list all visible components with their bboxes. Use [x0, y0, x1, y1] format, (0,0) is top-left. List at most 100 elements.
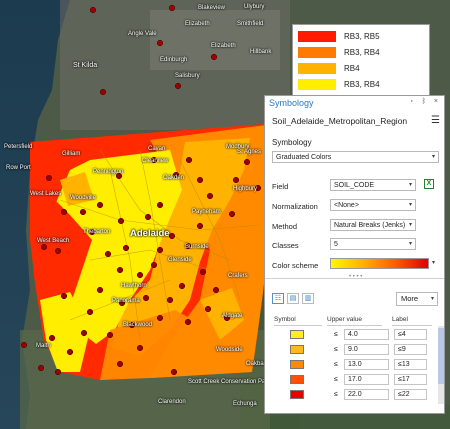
sample-point	[89, 6, 97, 14]
label-cell[interactable]: ≤22	[394, 389, 427, 400]
column-header-label[interactable]: Label	[392, 314, 432, 326]
urban-texture	[150, 10, 280, 70]
sample-point	[136, 344, 144, 352]
place-label: Ulybury	[244, 4, 265, 10]
sample-point	[20, 341, 28, 349]
legend-item: RB3, RB4	[298, 44, 424, 60]
place-label: S. Agnes	[237, 149, 262, 155]
pane-title: Symbology	[269, 98, 314, 108]
method-label: Method	[272, 222, 298, 231]
class-symbol-swatch[interactable]	[290, 360, 304, 369]
symbology-method-dropdown[interactable]: Graduated Colors ▾	[272, 151, 439, 163]
place-label: Angle Vale	[128, 31, 157, 37]
color-scheme-label: Color scheme	[272, 261, 319, 270]
column-header-symbol[interactable]: Symbol	[274, 314, 322, 326]
upper-value-cell[interactable]: 17.0	[344, 374, 389, 385]
legend-label: RB3, RB4	[344, 47, 380, 57]
sample-point	[122, 244, 130, 252]
sample-point	[79, 208, 87, 216]
place-label: Blakeview	[198, 5, 226, 11]
sample-point	[243, 158, 251, 166]
legend-swatch	[298, 78, 336, 90]
label-cell[interactable]: ≤13	[394, 359, 427, 370]
sample-points	[20, 4, 262, 376]
sample-point	[48, 334, 56, 342]
sample-point	[166, 296, 174, 304]
splitter-handle[interactable]: • • • •	[349, 274, 363, 280]
table-row[interactable]: ≤ 17.0 ≤17	[272, 372, 430, 387]
sample-point	[96, 286, 104, 294]
sample-point	[210, 53, 218, 61]
color-scheme-ramp[interactable]	[330, 258, 429, 269]
soil-region-amber	[112, 138, 250, 356]
place-label: Crafers	[228, 273, 248, 279]
sample-point	[228, 210, 236, 218]
dropdown-value: 5	[334, 241, 338, 248]
sample-point	[232, 176, 240, 184]
upper-value-cell[interactable]: 22.0	[344, 389, 389, 400]
sample-point	[196, 222, 204, 230]
place-label: Payneham	[192, 209, 221, 215]
histogram-view-icon[interactable]: ▤	[287, 293, 299, 304]
method-dropdown[interactable]: Natural Breaks (Jenks) ▾	[330, 219, 416, 231]
field-dropdown[interactable]: SOIL_CODE ▾	[330, 179, 416, 191]
legend-label: RB3, RB4	[344, 79, 380, 89]
table-row[interactable]: ≤ 9.0 ≤9	[272, 342, 430, 357]
label-cell[interactable]: ≤4	[394, 329, 427, 340]
place-label: West Beach	[37, 238, 70, 244]
section-title: Symbology	[272, 138, 312, 147]
sample-point	[156, 201, 164, 209]
sample-point	[60, 208, 68, 216]
sample-point	[136, 271, 144, 279]
urban-texture	[60, 0, 290, 130]
sample-point	[99, 88, 107, 96]
field-label: Field	[272, 182, 289, 191]
upper-value-cell[interactable]: 4.0	[344, 329, 389, 340]
pane-window-controls[interactable]: ▾ ᛒ ×	[409, 98, 441, 105]
place-label: Aldgate	[222, 313, 243, 319]
chevron-down-icon: ▾	[431, 154, 435, 160]
sample-point	[156, 246, 164, 254]
comparison-operator: ≤	[334, 361, 338, 368]
upper-value-cell[interactable]: 13.0	[344, 359, 389, 370]
legend-item: RB3, RB4	[298, 76, 424, 92]
map-legend: RB3, RB5 RB3, RB4 RB4 RB3, RB4	[292, 24, 430, 98]
place-label: Oakbank	[246, 361, 271, 367]
class-symbol-swatch[interactable]	[290, 375, 304, 384]
place-label: Edinburgh	[160, 57, 188, 63]
classes-dropdown[interactable]: 5 ▾	[330, 238, 416, 250]
place-label: Maltn	[36, 343, 51, 349]
more-menu-button[interactable]: More ▾	[396, 292, 438, 306]
table-row[interactable]: ≤ 22.0 ≤22	[272, 387, 430, 402]
legend-item: RB4	[298, 60, 424, 76]
sample-point	[37, 364, 45, 372]
label-cell[interactable]: ≤17	[394, 374, 427, 385]
dropdown-value: Graduated Colors	[276, 154, 332, 161]
dropdown-value: SOIL_CODE	[334, 182, 375, 189]
normalization-dropdown[interactable]: <None> ▾	[330, 199, 416, 211]
sample-point	[184, 242, 192, 250]
scales-view-icon[interactable]: ▥	[302, 293, 314, 304]
sample-point	[117, 217, 125, 225]
field-expression-icon[interactable]: X	[424, 179, 434, 189]
classes-view-icon[interactable]: ☷	[272, 293, 284, 304]
label-cell[interactable]: ≤9	[394, 344, 427, 355]
upper-value-cell[interactable]: 9.0	[344, 344, 389, 355]
class-symbol-swatch[interactable]	[290, 345, 304, 354]
table-row[interactable]: ≤ 13.0 ≤13	[272, 357, 430, 372]
sample-point	[184, 318, 192, 326]
table-scrollbar-thumb[interactable]	[438, 328, 444, 384]
class-symbol-swatch[interactable]	[290, 390, 304, 399]
column-header-upper-value[interactable]: Upper value	[327, 314, 382, 326]
sample-point	[212, 286, 220, 294]
table-row[interactable]: ≤ 4.0 ≤4	[272, 327, 430, 342]
soil-region-orange	[100, 310, 250, 380]
hamburger-menu-icon[interactable]: ☰	[431, 115, 440, 126]
chevron-down-icon[interactable]: ▾	[432, 260, 436, 266]
sample-point	[118, 299, 126, 307]
place-label: Row Port	[6, 165, 31, 171]
sample-point	[156, 39, 164, 47]
class-symbol-swatch[interactable]	[290, 330, 304, 339]
legend-swatch	[298, 30, 336, 42]
road-network	[59, 149, 261, 341]
